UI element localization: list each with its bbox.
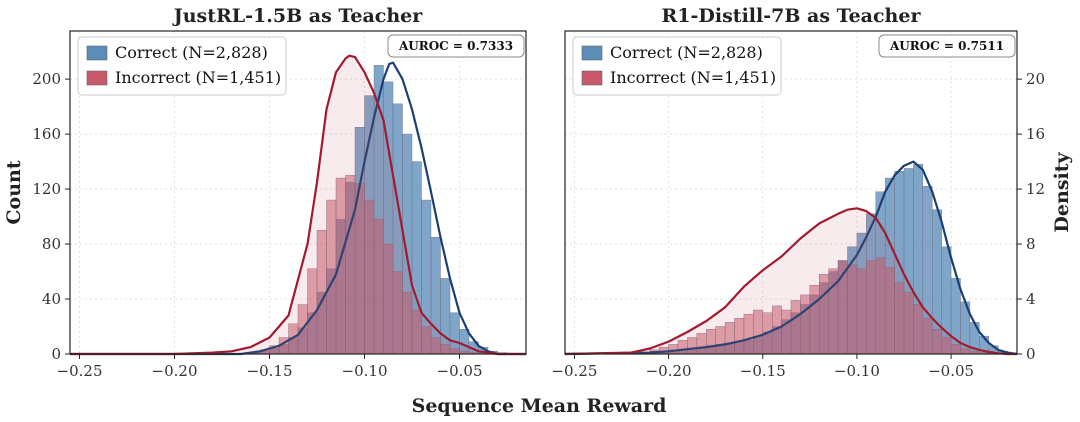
y-tick-label: 40: [42, 290, 61, 308]
kde-curve-incorrect: [564, 207, 1017, 356]
legend-label: Correct (N=2,828): [610, 43, 763, 62]
y-tick-label: 80: [42, 235, 61, 253]
kde-fill-incorrect: [565, 208, 1017, 354]
legend-swatch-correct: [581, 45, 603, 61]
x-tick-label: −0.05: [437, 362, 483, 380]
y-axis-label: Count: [3, 160, 25, 224]
legend-box: [77, 36, 287, 96]
y-tick-label: 200: [32, 70, 61, 88]
x-tick-label: −0.25: [551, 362, 597, 380]
panel-title: R1-Distill-7B as Teacher: [662, 5, 922, 27]
panel-title: JustRL-1.5B as Teacher: [172, 5, 423, 27]
x-tick-label: −0.25: [57, 362, 103, 380]
legend-box: [572, 36, 782, 96]
legend-label: Correct (N=2,828): [115, 43, 268, 62]
right-panel: −0.25 −0.20 −0.15 −0.10 −0.05 0 4 8 12 16 20 R1-Dis…: [551, 5, 1073, 380]
y-tick-label: 160: [32, 125, 61, 143]
y-tick-label: 12: [1026, 180, 1045, 198]
y-tick-label: 0: [51, 345, 61, 363]
y-tick-label: 4: [1026, 290, 1036, 308]
x-tick-label: −0.15: [247, 362, 293, 380]
auroc-annotation: AUROC = 0.7511: [889, 39, 1004, 53]
legend-label: Incorrect (N=1,451): [610, 68, 776, 87]
y-tick-label: 120: [32, 180, 61, 198]
auroc-box: [878, 34, 1016, 58]
x-tick-label: −0.20: [152, 362, 198, 380]
legend-swatch-correct: [86, 45, 108, 61]
legend-label: Incorrect (N=1,451): [115, 68, 281, 87]
kde-curve-correct: [564, 160, 1018, 356]
kde-fill-incorrect: [70, 55, 526, 354]
x-tick-label: −0.10: [342, 362, 388, 380]
plot-frame: [564, 30, 1018, 355]
x-axis-label: Sequence Mean Reward: [412, 395, 667, 417]
y-tick-label: 8: [1026, 235, 1036, 253]
plot-frame: [69, 30, 527, 355]
auroc-annotation: AUROC = 0.7333: [398, 39, 513, 53]
kde-curve-incorrect: [70, 54, 526, 356]
left-panel: −0.25 −0.20 −0.15 −0.10 −0.05 0 40 80 120 160 200 J…: [3, 5, 527, 380]
x-tick-label: −0.05: [928, 362, 974, 380]
auroc-box: [387, 34, 525, 58]
legend-swatch-incorrect: [86, 70, 108, 86]
legend-swatch-incorrect: [581, 70, 603, 86]
kde-curve-correct: [70, 61, 526, 356]
y-tick-label: 20: [1026, 70, 1045, 88]
x-tick-label: −0.15: [740, 362, 786, 380]
y-tick-label: 0: [1026, 345, 1036, 363]
y-tick-label: 16: [1026, 125, 1045, 143]
x-tick-label: −0.20: [646, 362, 692, 380]
x-tick-label: −0.10: [834, 362, 880, 380]
y-axis-label: Density: [1051, 151, 1073, 232]
